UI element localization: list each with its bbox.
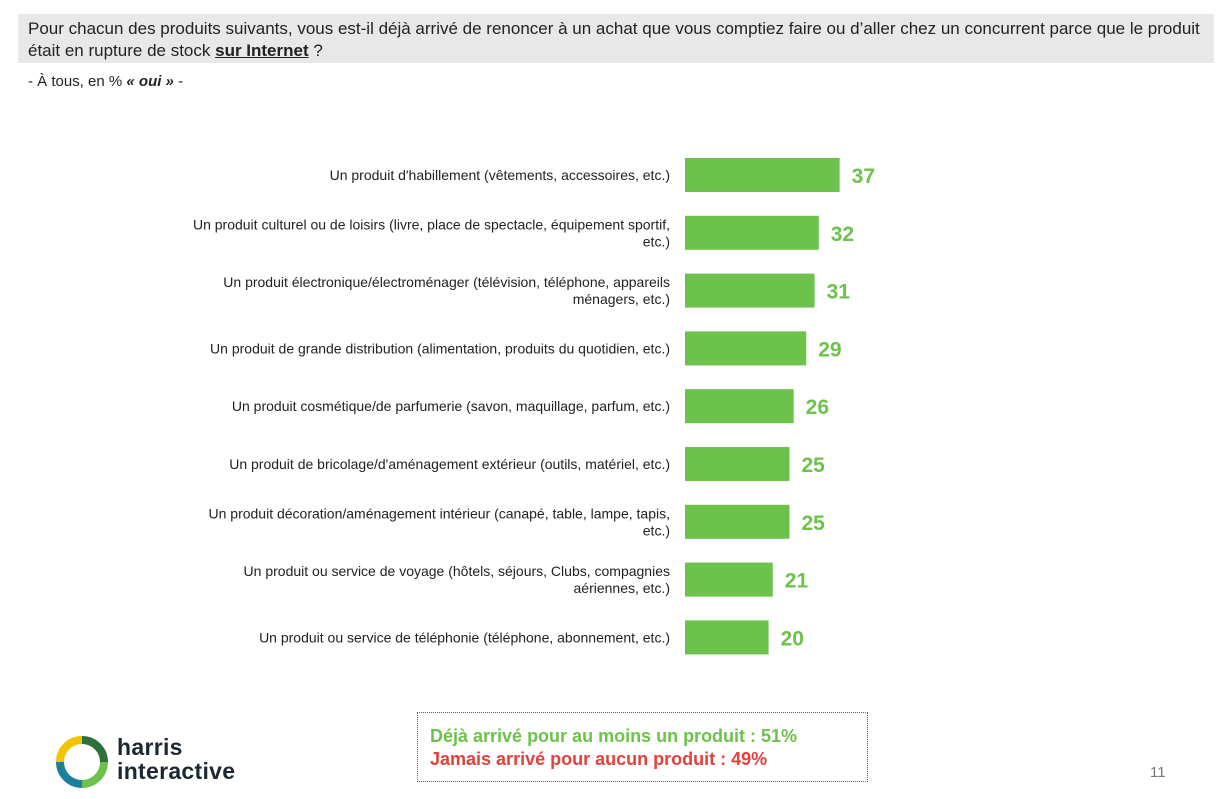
- summary-box: Déjà arrivé pour au moins un produit : 5…: [417, 712, 868, 782]
- bar-7: [685, 504, 790, 539]
- value-label-4: 29: [818, 338, 841, 361]
- category-label-9: Un produit ou service de téléphonie (tél…: [259, 629, 670, 645]
- bar-8: [685, 562, 773, 597]
- category-label-line: aériennes, etc.): [574, 580, 671, 596]
- category-label-line: Un produit décoration/aménagement intéri…: [209, 505, 671, 521]
- category-label-7: Un produit décoration/aménagement intéri…: [209, 505, 671, 538]
- question-emphasis: sur Internet: [215, 41, 309, 60]
- subtitle-suffix: -: [173, 73, 184, 90]
- summary-never: Jamais arrivé pour aucun produit : 49%: [430, 749, 768, 769]
- category-label-line: Un produit d'habillement (vêtements, acc…: [330, 167, 670, 183]
- value-label-6: 25: [802, 454, 826, 477]
- question-header-background: [18, 14, 1214, 63]
- base-subtitle: - À tous, en % « oui » -: [28, 73, 183, 90]
- question-text-start: Pour chacun des produits suivants, vous …: [28, 19, 1200, 60]
- bar-3: [685, 273, 815, 308]
- category-label-line: Un produit électronique/électroménager (…: [223, 274, 670, 290]
- bar-5: [685, 389, 794, 424]
- category-label-line: Un produit cosmétique/de parfumerie (sav…: [232, 398, 670, 414]
- value-label-9: 20: [781, 627, 804, 650]
- value-label-5: 26: [806, 396, 829, 419]
- value-label-2: 32: [831, 223, 854, 246]
- category-label-8: Un produit ou service de voyage (hôtels,…: [244, 563, 670, 596]
- bar-chart: 37 Un produit d'habillement (vêtements, a…: [193, 158, 875, 655]
- category-label-2: Un produit culturel ou de loisirs (livre…: [193, 216, 670, 249]
- logo-line-interactive: interactive: [117, 758, 236, 784]
- value-label-8: 21: [785, 570, 809, 593]
- bar-4: [685, 331, 807, 366]
- subtitle-emphasis: « oui »: [126, 73, 174, 90]
- category-label-line: Un produit ou service de téléphonie (tél…: [259, 629, 670, 645]
- category-label-line: Un produit de grande distribution (alime…: [210, 340, 670, 356]
- logo-ring-icon: [56, 736, 108, 788]
- category-label-line: Un produit culturel ou de loisirs (livre…: [193, 216, 670, 232]
- category-label-5: Un produit cosmétique/de parfumerie (sav…: [232, 398, 670, 414]
- value-label-7: 25: [802, 512, 826, 535]
- category-label-6: Un produit de bricolage/d'aménagement ex…: [229, 456, 670, 472]
- category-label-3: Un produit électronique/électroménager (…: [223, 274, 670, 307]
- summary-at-least-one: Déjà arrivé pour au moins un produit : 5…: [430, 726, 798, 746]
- bar-6: [685, 447, 790, 481]
- question-text-end: ?: [308, 41, 323, 60]
- category-label-4: Un produit de grande distribution (alime…: [210, 340, 670, 356]
- value-label-1: 37: [852, 165, 875, 188]
- category-label-line: etc.): [643, 233, 670, 249]
- question-text: Pour chacun des produits suivants, vous …: [28, 18, 1203, 62]
- bar-9: [685, 620, 769, 655]
- page-number: 11: [1150, 764, 1166, 781]
- subtitle-prefix: - À tous, en %: [28, 73, 127, 90]
- category-label-line: etc.): [643, 522, 670, 538]
- value-label-3: 31: [827, 281, 851, 304]
- bar-1: [685, 158, 840, 192]
- category-label-1: Un produit d'habillement (vêtements, acc…: [330, 167, 670, 183]
- logo-wordmark: harris interactive: [117, 735, 235, 783]
- category-label-line: Un produit de bricolage/d'aménagement ex…: [229, 456, 670, 472]
- harris-interactive-logo: harris interactive: [55, 735, 255, 790]
- bar-2: [685, 215, 819, 250]
- logo-line-harris: harris: [117, 734, 183, 760]
- category-label-line: ménagers, etc.): [573, 291, 670, 307]
- category-label-line: Un produit ou service de voyage (hôtels,…: [244, 563, 670, 579]
